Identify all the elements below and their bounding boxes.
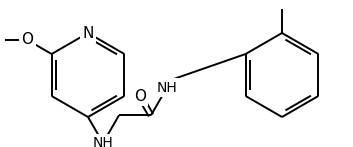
Text: O: O <box>134 89 146 104</box>
Text: O: O <box>22 32 34 47</box>
Text: NH: NH <box>157 81 177 95</box>
Text: Cl: Cl <box>275 0 289 3</box>
Text: NH: NH <box>92 136 113 147</box>
Text: N: N <box>82 25 94 41</box>
